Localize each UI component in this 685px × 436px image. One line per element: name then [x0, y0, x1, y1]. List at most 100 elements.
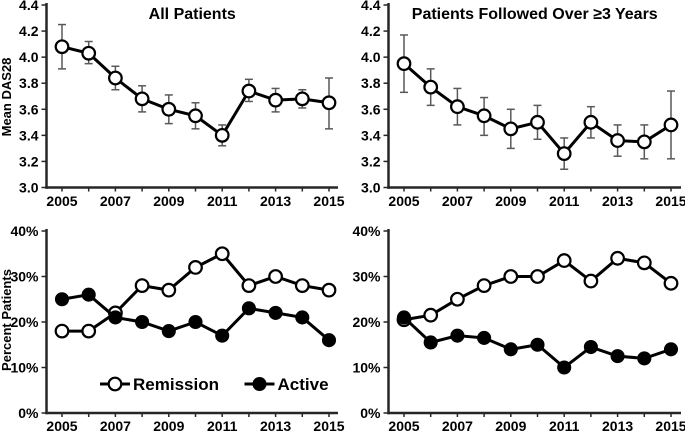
data-point	[241, 301, 256, 316]
data-point	[610, 133, 626, 148]
x-tick-label: 2009	[153, 193, 184, 209]
x-tick-label: 2005	[46, 418, 77, 434]
data-point	[396, 310, 412, 325]
x-tick-label: 2013	[602, 418, 633, 434]
x-tick-label: 2015	[655, 418, 685, 434]
data-point	[610, 250, 626, 266]
data-point	[423, 335, 438, 350]
y-tick-label: 4.4	[361, 0, 381, 13]
legend-label: Remission	[133, 375, 219, 394]
data-point	[583, 114, 599, 130]
y-tick-label: 0%	[18, 405, 39, 421]
y-tick-label: 3.2	[361, 153, 381, 169]
data-point	[294, 278, 310, 293]
data-point	[663, 275, 679, 291]
y-tick-label: 40%	[10, 223, 39, 239]
data-point	[663, 117, 679, 133]
y-axis-title: Percent Patients	[0, 269, 14, 371]
data-point	[188, 108, 203, 124]
data-point	[54, 39, 70, 55]
data-point	[241, 83, 257, 99]
data-point	[663, 342, 679, 357]
data-point	[81, 323, 97, 339]
x-tick-label: 2011	[207, 418, 238, 434]
data-point	[161, 282, 177, 298]
y-tick-label: 30%	[352, 269, 381, 285]
x-tick-label: 2005	[388, 193, 419, 209]
data-point	[134, 278, 150, 293]
y-tick-label: 10%	[352, 360, 381, 376]
data-point	[54, 323, 70, 339]
data-point	[161, 101, 177, 117]
x-tick-label: 2013	[260, 418, 291, 434]
x-tick-label: 2007	[100, 418, 131, 434]
x-tick-label: 2005	[46, 193, 77, 209]
x-tick-label: 2005	[388, 418, 419, 434]
data-point	[81, 45, 97, 61]
chart-percent-patients-followed-3years: 0% 10% 20% 30% 40% 2005 2007 2009 2011 2013 2015	[352, 223, 685, 434]
y-tick-label: 3.0	[19, 180, 39, 196]
panel-title: All Patients	[149, 6, 236, 23]
data-point	[396, 56, 412, 72]
x-tick-label: 2015	[655, 193, 685, 209]
y-tick-label: 4.2	[361, 23, 381, 39]
data-point	[214, 127, 230, 143]
data-point	[556, 253, 572, 268]
y-tick-label: 3.0	[361, 180, 381, 196]
data-point	[476, 278, 492, 293]
data-line-remission	[403, 256, 672, 322]
data-point	[108, 310, 123, 325]
y-tick-label: 3.6	[19, 101, 39, 117]
x-tick-label: 2011	[549, 193, 580, 209]
data-point	[215, 328, 230, 343]
data-point	[241, 278, 257, 293]
chart-percent-patients-all: 0% 10% 20% 30% 40% 2005 2007 2009 2011 2013 2015 Pe…	[0, 223, 345, 434]
data-point	[321, 282, 337, 298]
x-tick-label: 2011	[549, 418, 580, 434]
x-tick-label: 2007	[100, 193, 131, 209]
legend-marker	[252, 376, 267, 392]
data-point	[161, 324, 176, 339]
data-point	[636, 255, 652, 271]
x-tick-label: 2013	[260, 193, 291, 209]
data-point	[268, 92, 284, 108]
data-point	[188, 314, 203, 330]
y-tick-label: 30%	[10, 269, 39, 285]
y-tick-label: 4.2	[19, 23, 39, 39]
data-point	[295, 310, 310, 325]
x-tick-label: 2011	[207, 193, 238, 209]
y-tick-label: 4.0	[361, 49, 381, 65]
y-tick-label: 3.4	[361, 127, 381, 143]
y-tick-label: 20%	[352, 314, 381, 330]
data-point	[135, 314, 150, 330]
data-point	[503, 121, 519, 137]
data-point	[449, 99, 465, 115]
data-point	[477, 330, 492, 345]
data-point	[556, 146, 572, 162]
legend-label: Active	[278, 375, 329, 394]
panel-title: Patients Followed Over ≥3 Years	[412, 6, 658, 23]
data-point	[81, 287, 96, 302]
y-tick-label: 4.0	[19, 49, 39, 65]
y-tick-label: 3.2	[19, 153, 39, 169]
x-tick-label: 2009	[495, 418, 526, 434]
y-tick-label: 40%	[352, 223, 381, 239]
y-tick-label: 3.6	[361, 101, 381, 117]
y-axis-title: Mean DAS28	[0, 58, 14, 137]
chart-mean-das28-followed-3years: 3.0 3.2 3.4 3.6 3.8 4.0 4.2 4.4 2005 2007 2009 2011…	[361, 0, 685, 209]
data-point	[503, 342, 518, 357]
x-tick-label: 2009	[153, 418, 184, 434]
data-point	[268, 269, 284, 284]
data-point	[321, 333, 337, 348]
data-point	[583, 339, 598, 355]
data-point	[636, 134, 652, 150]
data-point	[530, 269, 545, 284]
y-tick-label: 0%	[360, 405, 381, 421]
data-point	[321, 95, 337, 111]
data-point	[476, 108, 492, 124]
y-tick-label: 3.8	[19, 75, 39, 91]
data-point	[449, 291, 465, 307]
chart-mean-das28-all-patients: 3.0 3.2 3.4 3.6 3.8 4.0 4.2 4.4 2005 2007 2009 2011…	[0, 0, 345, 209]
x-tick-label: 2013	[602, 193, 633, 209]
